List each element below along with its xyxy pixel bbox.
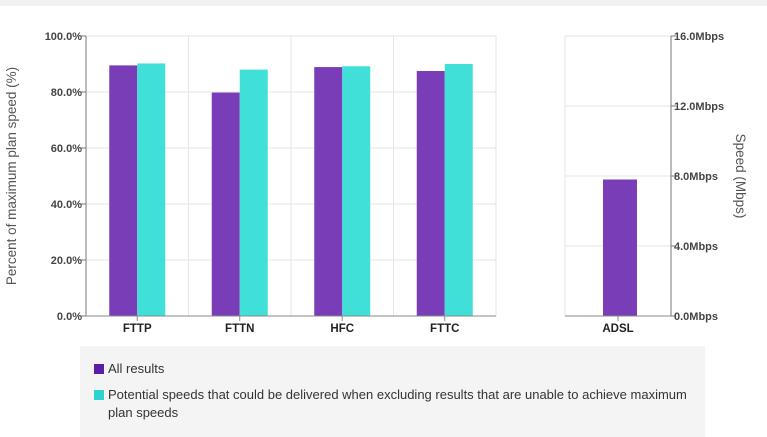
legend-item-all-results[interactable]: All results	[94, 360, 691, 378]
bar-fttn-potential	[239, 69, 268, 316]
right-tick-label: 16.0Mbps	[674, 31, 724, 43]
category-labels: FTTP FTTN HFC FTTC ADSL	[123, 323, 634, 335]
right-axis-title: Speed (Mbps)	[733, 134, 748, 219]
left-axis-title: Percent of maximum plan speed (%)	[4, 67, 19, 285]
chart: 0.0% 20.0% 40.0% 60.0% 80.0% 100.0% 0.0Mbps 4.0…	[4, 31, 748, 335]
legend: All results Potential speeds that could …	[80, 346, 705, 437]
bar-hfc-potential	[342, 66, 371, 317]
right-tick-label: 0.0Mbps	[674, 311, 718, 323]
category-label-fttn: FTTN	[225, 323, 254, 335]
bar-fttp-all-results	[109, 65, 138, 317]
category-label-fttc: FTTC	[430, 323, 459, 335]
bar-adsl-all-results	[603, 179, 637, 316]
bar-fttp-potential	[137, 63, 166, 316]
right-tick-label: 8.0Mbps	[674, 171, 718, 183]
bars	[109, 63, 637, 317]
category-label-adsl: ADSL	[602, 323, 633, 335]
bar-hfc-all-results	[314, 67, 343, 316]
legend-swatch-potential-speeds	[94, 390, 104, 400]
right-tick-label: 12.0Mbps	[674, 101, 724, 113]
legend-label-potential-speeds: Potential speeds that could be delivered…	[108, 387, 687, 420]
left-tick-label: 20.0%	[51, 255, 82, 267]
axes	[81, 35, 676, 321]
bar-fttc-potential	[444, 64, 473, 316]
left-tick-label: 0.0%	[57, 311, 82, 323]
left-tick-label: 60.0%	[51, 143, 82, 155]
bar-fttc-all-results	[416, 71, 445, 316]
category-label-hfc: HFC	[330, 323, 354, 335]
category-label-fttp: FTTP	[123, 323, 152, 335]
tick-labels: 0.0% 20.0% 40.0% 60.0% 80.0% 100.0% 0.0Mbps 4.0…	[45, 31, 724, 323]
right-tick-label: 4.0Mbps	[674, 241, 718, 253]
top-strip	[0, 0, 767, 6]
left-tick-label: 40.0%	[51, 199, 82, 211]
left-tick-label: 100.0%	[45, 31, 83, 43]
bar-fttn-all-results	[211, 92, 240, 316]
legend-item-potential-speeds[interactable]: Potential speeds that could be delivered…	[94, 386, 691, 422]
left-tick-label: 80.0%	[51, 87, 82, 99]
legend-swatch-all-results	[94, 364, 104, 374]
legend-label-all-results: All results	[108, 361, 165, 376]
